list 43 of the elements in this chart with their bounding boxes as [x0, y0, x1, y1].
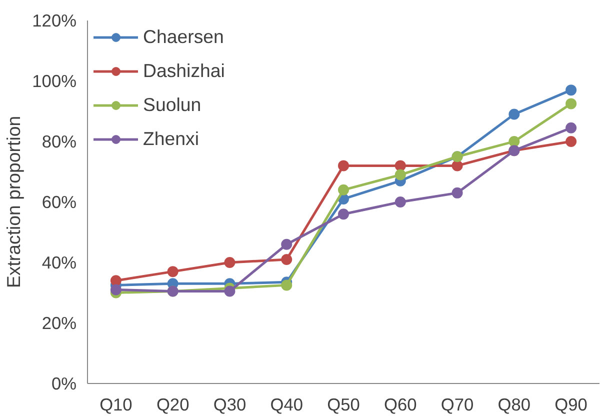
- legend-label: Zhenxi: [143, 128, 199, 150]
- point: [394, 196, 406, 208]
- y-tick-label: 20%: [42, 313, 77, 333]
- point: [452, 187, 463, 198]
- point: [110, 284, 122, 296]
- x-tick-label: Q70: [440, 394, 474, 414]
- point: [508, 136, 520, 147]
- point: [281, 238, 292, 250]
- y-tick-label: 120%: [32, 10, 77, 30]
- point: [338, 184, 349, 196]
- y-tick-label: 0%: [51, 374, 76, 394]
- y-tick-label: 40%: [42, 252, 77, 272]
- point: [338, 208, 349, 220]
- point: [167, 266, 178, 278]
- point: [281, 280, 292, 291]
- y-tick-label: 100%: [32, 71, 77, 91]
- point: [394, 169, 406, 180]
- point: [224, 257, 236, 268]
- point: [338, 160, 349, 172]
- x-tick-label: Q50: [327, 394, 360, 414]
- x-tick-label: Q10: [100, 394, 132, 414]
- x-tick-label: Q30: [213, 394, 246, 414]
- point: [566, 84, 577, 96]
- x-tick-label: Q90: [554, 394, 588, 414]
- legend-label: Dashizhai: [143, 60, 225, 82]
- x-tick-label: Q60: [384, 394, 417, 414]
- legend-label: Suolun: [143, 94, 202, 116]
- x-tick-label: Q20: [156, 394, 190, 414]
- y-axis-title: Extraction proportion: [3, 116, 24, 288]
- point: [110, 275, 122, 286]
- x-tick-label: Q80: [498, 394, 531, 414]
- x-tick-label: Q40: [270, 394, 303, 414]
- point: [566, 122, 577, 134]
- point: [224, 286, 236, 297]
- point: [281, 254, 292, 265]
- point: [508, 108, 520, 120]
- point: [566, 98, 577, 110]
- legend-label: Chaersen: [143, 26, 224, 48]
- point: [394, 160, 406, 172]
- y-tick-label: 80%: [42, 132, 77, 152]
- y-tick-label: 60%: [42, 192, 77, 212]
- point: [452, 160, 463, 172]
- point: [566, 136, 577, 147]
